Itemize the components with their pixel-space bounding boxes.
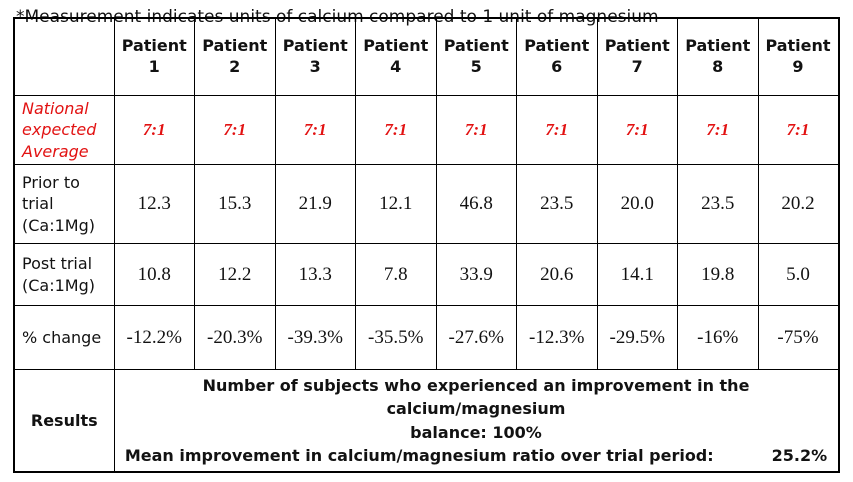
- change-value-cell: -16%: [677, 305, 759, 371]
- post-value-cell: 10.8: [113, 243, 195, 307]
- calcium-magnesium-trial-table: Patient 1 Patient 2 Patient 3 Patient 4 Pati…: [13, 17, 840, 474]
- row-label-prior-to-trial: Prior to trial (Ca:1Mg): [13, 164, 115, 245]
- col-header-patient-1: Patient 1: [113, 17, 195, 96]
- prior-value-cell: 20.0: [596, 164, 678, 245]
- prior-value-cell: 46.8: [435, 164, 517, 245]
- prior-value-cell: 15.3: [194, 164, 276, 245]
- patient-word: Patient: [282, 35, 348, 55]
- header-row: Patient 1 Patient 2 Patient 3 Patient 4 Pati…: [13, 17, 839, 96]
- patient-number: 2: [229, 56, 241, 76]
- patient-number: 6: [551, 56, 563, 76]
- patient-number: 1: [148, 56, 160, 76]
- prior-value-cell: 23.5: [516, 164, 598, 245]
- patient-number: 9: [792, 56, 804, 76]
- patient-word: Patient: [685, 35, 751, 55]
- col-header-patient-6: Patient 6: [516, 17, 598, 96]
- percent-change-row: % change -12.2% -20.3% -39.3% -35.5% -27…: [13, 305, 839, 371]
- post-value-cell: 12.2: [194, 243, 276, 307]
- prior-value-cell: 12.3: [113, 164, 195, 245]
- national-average-row: National expected Average 7:1 7:1 7:1 7:…: [13, 94, 839, 166]
- change-value-cell: -20.3%: [194, 305, 276, 371]
- patient-word: Patient: [202, 35, 268, 55]
- row-label-national-expected-average: National expected Average: [13, 94, 115, 166]
- post-trial-row: Post trial (Ca:1Mg) 10.8 12.2 13.3 7.8 3…: [13, 243, 839, 307]
- patient-number: 3: [309, 56, 321, 76]
- change-value-cell: -39.3%: [274, 305, 356, 371]
- national-value-cell: 7:1: [355, 94, 437, 166]
- national-value-cell: 7:1: [596, 94, 678, 166]
- results-mean-value: 25.2%: [771, 445, 828, 465]
- patient-word: Patient: [443, 35, 509, 55]
- prior-value-cell: 23.5: [677, 164, 759, 245]
- patient-word: Patient: [604, 35, 670, 55]
- col-header-patient-3: Patient 3: [274, 17, 356, 96]
- change-value-cell: -12.3%: [516, 305, 598, 371]
- prior-value-cell: 21.9: [274, 164, 356, 245]
- results-row: Results Number of subjects who experienc…: [13, 369, 839, 473]
- post-value-cell: 5.0: [757, 243, 839, 307]
- change-value-cell: -27.6%: [435, 305, 517, 371]
- change-value-cell: -12.2%: [113, 305, 195, 371]
- prior-to-trial-row: Prior to trial (Ca:1Mg) 12.3 15.3 21.9 1…: [13, 164, 839, 245]
- results-mean-label: Mean improvement in calcium/magnesium ra…: [124, 445, 714, 465]
- post-value-cell: 14.1: [596, 243, 678, 307]
- patient-word: Patient: [765, 35, 831, 55]
- patient-number: 7: [631, 56, 643, 76]
- post-value-cell: 7.8: [355, 243, 437, 307]
- post-value-cell: 19.8: [677, 243, 759, 307]
- change-value-cell: -35.5%: [355, 305, 437, 371]
- national-value-cell: 7:1: [113, 94, 195, 166]
- national-value-cell: 7:1: [516, 94, 598, 166]
- corner-cell: [13, 17, 115, 96]
- post-value-cell: 33.9: [435, 243, 517, 307]
- prior-value-cell: 20.2: [757, 164, 839, 245]
- row-label-post-trial: Post trial (Ca:1Mg): [13, 243, 115, 307]
- results-improvement-line-1: Number of subjects who experienced an im…: [202, 376, 750, 419]
- patient-number: 4: [390, 56, 402, 76]
- national-value-cell: 7:1: [274, 94, 356, 166]
- patient-number: 8: [712, 56, 724, 76]
- patient-word: Patient: [121, 35, 187, 55]
- national-value-cell: 7:1: [757, 94, 839, 166]
- col-header-patient-2: Patient 2: [194, 17, 276, 96]
- row-label-results: Results: [13, 369, 115, 473]
- post-value-cell: 20.6: [516, 243, 598, 307]
- col-header-patient-7: Patient 7: [596, 17, 678, 96]
- results-improvement-line-2: balance: 100%: [410, 422, 542, 442]
- row-label-percent-change: % change: [13, 305, 115, 371]
- national-value-cell: 7:1: [435, 94, 517, 166]
- col-header-patient-8: Patient 8: [677, 17, 759, 96]
- patient-word: Patient: [363, 35, 429, 55]
- change-value-cell: -29.5%: [596, 305, 678, 371]
- patient-number: 5: [470, 56, 482, 76]
- national-value-cell: 7:1: [677, 94, 759, 166]
- post-value-cell: 13.3: [274, 243, 356, 307]
- results-summary-cell: Number of subjects who experienced an im…: [113, 369, 839, 473]
- col-header-patient-4: Patient 4: [355, 17, 437, 96]
- patient-word: Patient: [524, 35, 590, 55]
- national-value-cell: 7:1: [194, 94, 276, 166]
- results-table-container: Patient 1 Patient 2 Patient 3 Patient 4 Pati…: [13, 17, 840, 474]
- col-header-patient-5: Patient 5: [435, 17, 517, 96]
- change-value-cell: -75%: [757, 305, 839, 371]
- col-header-patient-9: Patient 9: [757, 17, 839, 96]
- prior-value-cell: 12.1: [355, 164, 437, 245]
